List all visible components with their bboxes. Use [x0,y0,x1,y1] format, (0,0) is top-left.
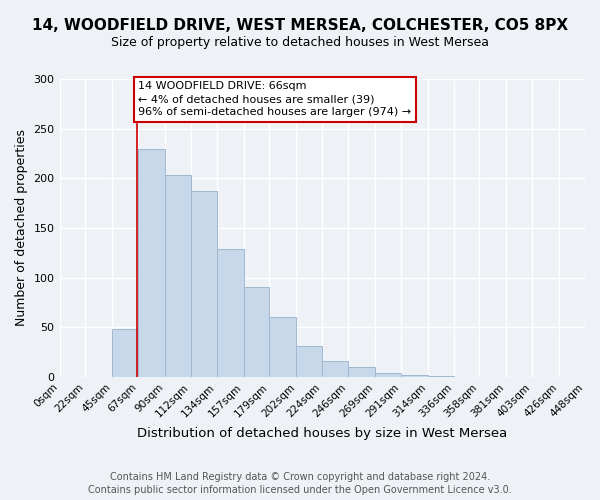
Bar [269,318,296,377]
Bar [296,346,322,377]
Bar [348,367,375,377]
Bar [112,330,138,377]
Bar [322,361,348,377]
Bar [401,375,428,377]
Text: Size of property relative to detached houses in West Mersea: Size of property relative to detached ho… [111,36,489,49]
Text: Contains HM Land Registry data © Crown copyright and database right 2024.: Contains HM Land Registry data © Crown c… [110,472,490,482]
Bar [375,373,401,377]
Bar [138,148,165,377]
Bar [217,249,244,377]
Bar [244,286,269,377]
Bar [165,176,191,377]
Text: Contains public sector information licensed under the Open Government Licence v3: Contains public sector information licen… [88,485,512,495]
Bar [191,191,217,377]
X-axis label: Distribution of detached houses by size in West Mersea: Distribution of detached houses by size … [137,427,508,440]
Text: 14 WOODFIELD DRIVE: 66sqm
← 4% of detached houses are smaller (39)
96% of semi-d: 14 WOODFIELD DRIVE: 66sqm ← 4% of detach… [138,81,411,118]
Text: 14, WOODFIELD DRIVE, WEST MERSEA, COLCHESTER, CO5 8PX: 14, WOODFIELD DRIVE, WEST MERSEA, COLCHE… [32,18,568,32]
Y-axis label: Number of detached properties: Number of detached properties [15,130,28,326]
Bar [428,376,454,377]
